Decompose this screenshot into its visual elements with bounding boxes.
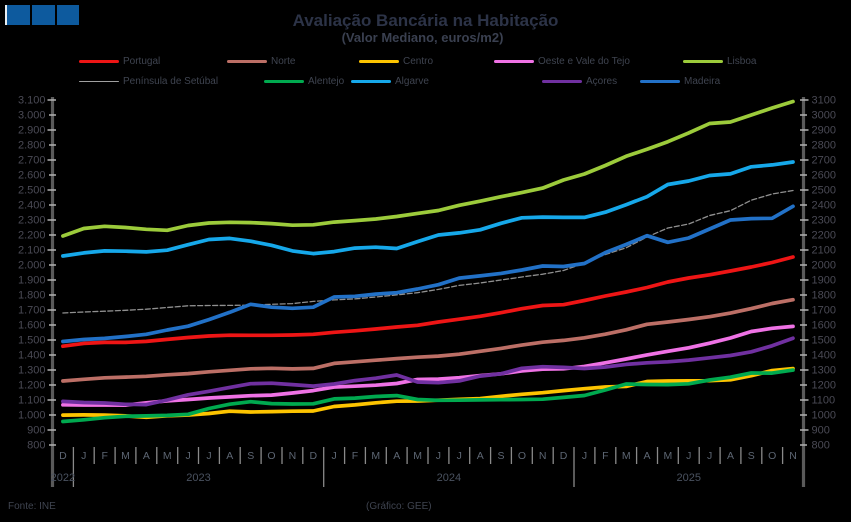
- svg-text:M: M: [371, 450, 380, 462]
- svg-text:2023: 2023: [186, 472, 210, 484]
- svg-text:2024: 2024: [437, 472, 461, 484]
- svg-text:1900: 1900: [812, 275, 836, 287]
- svg-text:1000: 1000: [812, 410, 836, 422]
- svg-text:M: M: [163, 450, 172, 462]
- svg-text:2600: 2600: [812, 170, 836, 182]
- svg-text:1600: 1600: [812, 320, 836, 332]
- svg-text:N: N: [539, 450, 547, 462]
- svg-text:2000: 2000: [812, 260, 836, 272]
- svg-text:2400: 2400: [812, 200, 836, 212]
- svg-text:900: 900: [27, 425, 45, 437]
- svg-text:N: N: [289, 450, 297, 462]
- svg-text:1.000: 1.000: [18, 410, 46, 422]
- svg-text:A: A: [393, 450, 400, 462]
- svg-text:D: D: [560, 450, 568, 462]
- svg-text:1.500: 1.500: [18, 335, 46, 347]
- svg-text:J: J: [457, 450, 462, 462]
- svg-text:A: A: [727, 450, 734, 462]
- svg-text:900: 900: [812, 425, 830, 437]
- svg-text:O: O: [768, 450, 776, 462]
- svg-text:J: J: [707, 450, 712, 462]
- svg-text:3000: 3000: [812, 110, 836, 122]
- svg-text:2200: 2200: [812, 230, 836, 242]
- svg-text:F: F: [101, 450, 107, 462]
- svg-text:J: J: [686, 450, 691, 462]
- svg-text:2800: 2800: [812, 140, 836, 152]
- svg-text:1.800: 1.800: [18, 290, 46, 302]
- svg-text:2700: 2700: [812, 155, 836, 167]
- svg-text:2300: 2300: [812, 215, 836, 227]
- svg-text:1.200: 1.200: [18, 380, 46, 392]
- svg-text:1100: 1100: [812, 395, 836, 407]
- svg-text:S: S: [748, 450, 755, 462]
- svg-text:F: F: [602, 450, 608, 462]
- svg-text:F: F: [352, 450, 358, 462]
- svg-text:2500: 2500: [812, 185, 836, 197]
- svg-text:3100: 3100: [812, 95, 836, 107]
- svg-text:2025: 2025: [677, 472, 701, 484]
- svg-text:A: A: [226, 450, 233, 462]
- svg-text:2.200: 2.200: [18, 230, 46, 242]
- svg-text:1.900: 1.900: [18, 275, 46, 287]
- svg-text:N: N: [789, 450, 797, 462]
- svg-text:J: J: [331, 450, 336, 462]
- svg-text:M: M: [413, 450, 422, 462]
- svg-text:1300: 1300: [812, 365, 836, 377]
- svg-text:M: M: [121, 450, 130, 462]
- svg-text:A: A: [477, 450, 484, 462]
- svg-text:800: 800: [27, 440, 45, 452]
- svg-text:800: 800: [812, 440, 830, 452]
- svg-text:3.000: 3.000: [18, 110, 46, 122]
- svg-text:1.400: 1.400: [18, 350, 46, 362]
- svg-text:2.700: 2.700: [18, 155, 46, 167]
- svg-text:S: S: [497, 450, 504, 462]
- svg-text:1800: 1800: [812, 290, 836, 302]
- svg-text:A: A: [643, 450, 650, 462]
- svg-text:2.600: 2.600: [18, 170, 46, 182]
- svg-text:M: M: [664, 450, 673, 462]
- svg-text:1200: 1200: [812, 380, 836, 392]
- svg-text:D: D: [59, 450, 67, 462]
- svg-text:1500: 1500: [812, 335, 836, 347]
- svg-text:J: J: [206, 450, 211, 462]
- svg-text:D: D: [310, 450, 318, 462]
- svg-text:M: M: [622, 450, 631, 462]
- svg-text:1.600: 1.600: [18, 320, 46, 332]
- svg-text:1.300: 1.300: [18, 365, 46, 377]
- svg-text:2.800: 2.800: [18, 140, 46, 152]
- svg-text:2.500: 2.500: [18, 185, 46, 197]
- svg-text:3.100: 3.100: [18, 95, 46, 107]
- svg-text:J: J: [185, 450, 190, 462]
- svg-text:J: J: [81, 450, 86, 462]
- svg-text:2.000: 2.000: [18, 260, 46, 272]
- svg-text:2.300: 2.300: [18, 215, 46, 227]
- svg-text:J: J: [436, 450, 441, 462]
- svg-text:O: O: [518, 450, 526, 462]
- svg-text:2.400: 2.400: [18, 200, 46, 212]
- svg-text:1400: 1400: [812, 350, 836, 362]
- svg-text:2100: 2100: [812, 245, 836, 257]
- svg-text:2.100: 2.100: [18, 245, 46, 257]
- svg-text:S: S: [247, 450, 254, 462]
- svg-text:1700: 1700: [812, 305, 836, 317]
- svg-text:J: J: [582, 450, 587, 462]
- svg-text:2900: 2900: [812, 125, 836, 137]
- svg-text:2022: 2022: [51, 472, 75, 484]
- svg-text:1.100: 1.100: [18, 395, 46, 407]
- svg-text:1.700: 1.700: [18, 305, 46, 317]
- svg-text:A: A: [143, 450, 150, 462]
- svg-text:2.900: 2.900: [18, 125, 46, 137]
- svg-text:O: O: [267, 450, 275, 462]
